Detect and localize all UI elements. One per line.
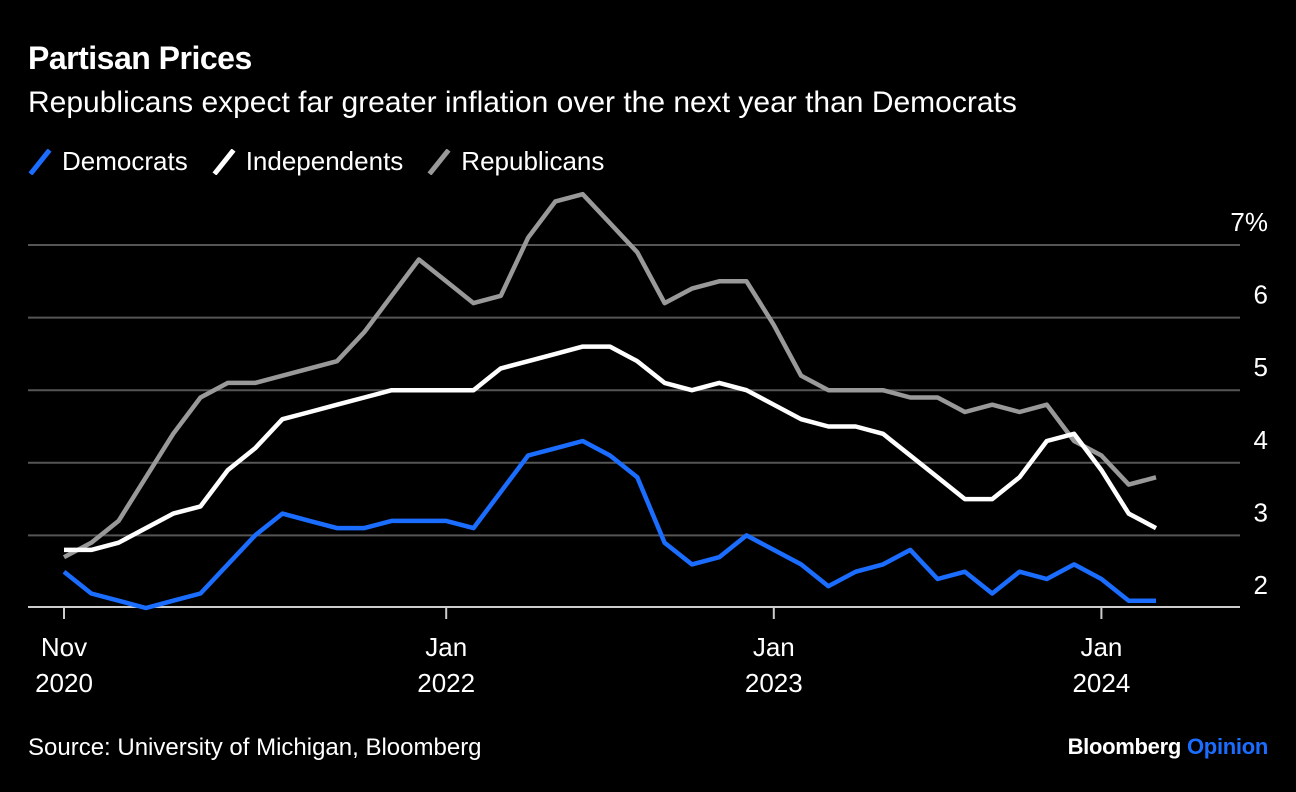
y-tick-label-2: 2 [1254, 570, 1268, 600]
legend: Democrats Independents Republicans [28, 146, 628, 177]
legend-item-independents: Independents [212, 146, 404, 177]
legend-label-democrats: Democrats [62, 146, 188, 176]
chart-subtitle: Republicans expect far greater inflation… [28, 86, 1017, 119]
series-line-democrats [62, 438, 1156, 611]
x-tick-label-year: 2023 [745, 668, 803, 698]
legend-label-republicans: Republicans [461, 146, 605, 176]
x-tick-label-month: Jan [1080, 632, 1122, 662]
x-tick-label-year: 2022 [417, 668, 475, 698]
x-axis: Nov 2020 Jan 2022 Jan 2023 Jan 2024 [28, 606, 1240, 698]
y-tick-label-7: 7% [1230, 207, 1268, 237]
legend-swatch-independents [212, 148, 236, 175]
y-tick-label-3: 3 [1254, 497, 1268, 527]
grid-lines [28, 244, 1240, 537]
x-tick-label-month: Jan [425, 632, 467, 662]
legend-swatch-democrats [28, 148, 52, 175]
x-tick-label-year: 2024 [1072, 668, 1130, 698]
y-tick-label-5: 5 [1254, 352, 1268, 382]
legend-swatch-republicans [427, 148, 451, 175]
brand-logo: Bloomberg Opinion [1067, 734, 1269, 760]
legend-item-democrats: Democrats [28, 146, 188, 177]
x-tick-label-year: 2020 [35, 668, 93, 698]
brand-accent: Opinion [1187, 734, 1268, 759]
series-line-independents [64, 344, 1158, 553]
y-tick-label-4: 4 [1254, 425, 1268, 455]
x-tick-label-month: Jan [753, 632, 795, 662]
y-axis-labels: 2 3 4 5 6 7% [1230, 207, 1268, 600]
series-lines [62, 191, 1158, 611]
series-line-republicans [62, 191, 1157, 560]
chart-title: Partisan Prices [28, 40, 252, 76]
source-note: Source: University of Michigan, Bloomber… [28, 734, 482, 761]
y-tick-label-6: 6 [1254, 280, 1268, 310]
legend-item-republicans: Republicans [427, 146, 604, 177]
x-tick-label-month: Nov [41, 632, 87, 662]
legend-label-independents: Independents [245, 146, 404, 176]
brand-main: Bloomberg [1067, 734, 1182, 759]
